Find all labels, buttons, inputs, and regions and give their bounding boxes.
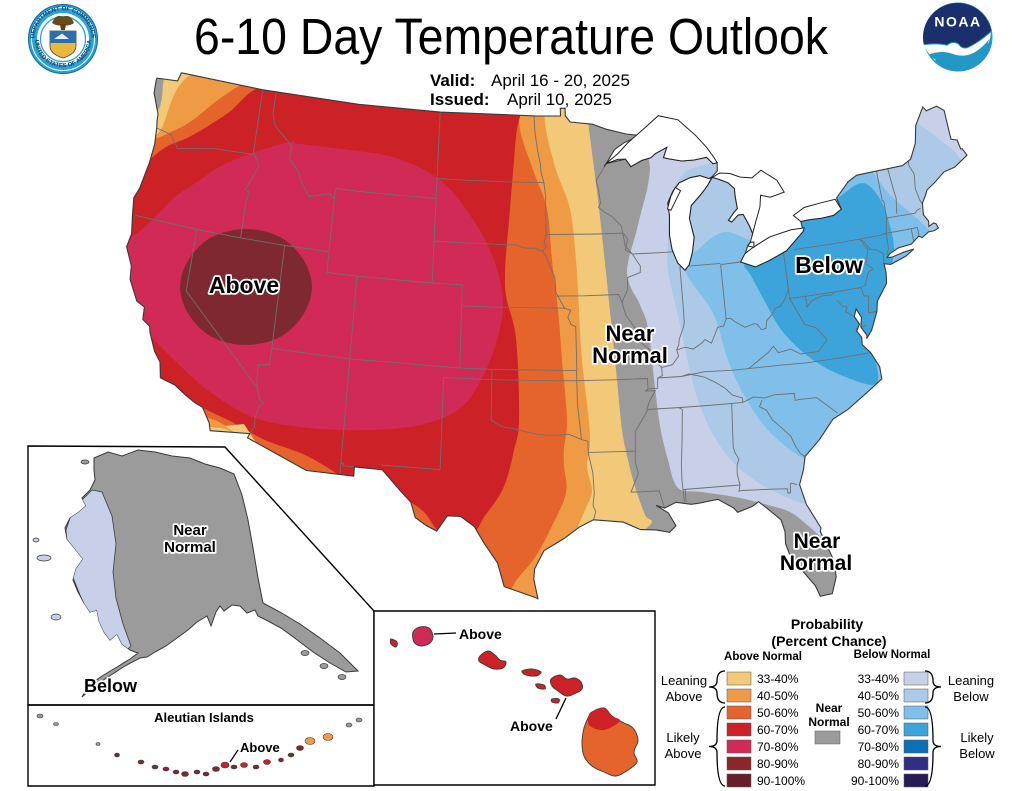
svg-text:Leaning: Leaning — [661, 673, 707, 688]
svg-text:Above: Above — [510, 718, 553, 734]
svg-text:Above: Above — [459, 626, 502, 642]
svg-text:Likely: Likely — [666, 730, 700, 745]
svg-text:Near: Near — [794, 530, 841, 553]
svg-text:Below: Below — [953, 689, 989, 704]
svg-text:Normal: Normal — [780, 552, 852, 575]
svg-text:80-90%: 80-90% — [757, 757, 799, 771]
svg-text:80-90%: 80-90% — [858, 757, 900, 771]
svg-text:Below: Below — [84, 676, 138, 696]
svg-text:Near: Near — [173, 522, 207, 539]
svg-text:Near: Near — [606, 321, 655, 346]
svg-text:Above Normal: Above Normal — [724, 651, 802, 663]
svg-text:Below: Below — [795, 252, 863, 278]
svg-text:Normal: Normal — [780, 552, 852, 575]
svg-text:NOAA: NOAA — [934, 14, 981, 30]
svg-text:Near: Near — [816, 701, 843, 715]
svg-text:Above: Above — [666, 689, 703, 704]
svg-text:Valid:: Valid: — [430, 71, 475, 90]
svg-text:April 10, 2025: April 10, 2025 — [507, 90, 612, 109]
svg-text:Normal: Normal — [592, 343, 668, 368]
svg-text:Aleutian Islands: Aleutian Islands — [154, 710, 254, 725]
svg-text:6-10 Day Temperature Outlook: 6-10 Day Temperature Outlook — [194, 8, 828, 65]
svg-text:Leaning: Leaning — [948, 673, 994, 688]
svg-text:Above: Above — [665, 746, 702, 761]
svg-text:90-100%: 90-100% — [851, 774, 899, 788]
svg-text:Below Normal: Below Normal — [854, 649, 931, 661]
svg-text:33-40%: 33-40% — [858, 672, 900, 686]
svg-text:70-80%: 70-80% — [858, 740, 900, 754]
svg-text:Normal: Normal — [808, 715, 849, 729]
svg-text:Above: Above — [209, 272, 279, 298]
svg-text:33-40%: 33-40% — [757, 672, 799, 686]
svg-text:Near: Near — [606, 321, 655, 346]
svg-text:Normal: Normal — [164, 539, 216, 556]
svg-text:Near: Near — [794, 530, 841, 553]
svg-text:Below: Below — [84, 676, 138, 696]
svg-text:Probability: Probability — [791, 616, 864, 632]
svg-text:60-70%: 60-70% — [757, 723, 799, 737]
svg-text:Issued:: Issued: — [430, 90, 490, 109]
svg-text:Normal: Normal — [164, 539, 216, 556]
svg-text:40-50%: 40-50% — [757, 689, 799, 703]
svg-text:40-50%: 40-50% — [858, 689, 900, 703]
svg-text:50-60%: 50-60% — [757, 706, 799, 720]
svg-text:Normal: Normal — [592, 343, 668, 368]
svg-text:April 16 - 20, 2025: April 16 - 20, 2025 — [491, 71, 630, 90]
svg-text:60-70%: 60-70% — [858, 723, 900, 737]
svg-text:Below: Below — [959, 746, 995, 761]
svg-text:50-60%: 50-60% — [858, 706, 900, 720]
svg-text:(Percent Chance): (Percent Chance) — [771, 633, 886, 649]
svg-text:70-80%: 70-80% — [757, 740, 799, 754]
svg-text:90-100%: 90-100% — [757, 774, 805, 788]
svg-text:Near: Near — [173, 522, 207, 539]
svg-text:Below: Below — [795, 252, 863, 278]
svg-text:Above: Above — [240, 740, 280, 755]
svg-text:Above: Above — [209, 272, 279, 298]
svg-text:Likely: Likely — [960, 730, 994, 745]
